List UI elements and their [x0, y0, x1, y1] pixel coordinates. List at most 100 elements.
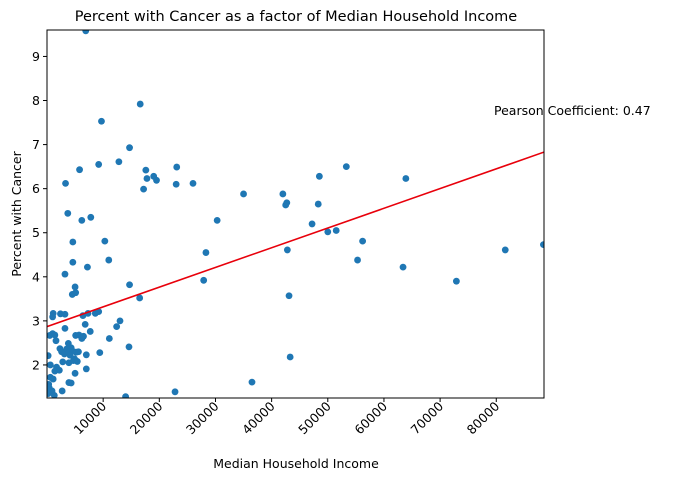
data-point [143, 175, 151, 182]
data-point [47, 390, 52, 397]
data-point [75, 348, 82, 356]
data-point [67, 379, 75, 387]
data-point [279, 190, 287, 198]
data-point [125, 343, 133, 351]
x-tick-label: 60000 [351, 398, 390, 437]
data-point [95, 308, 103, 316]
x-tick-label: 30000 [183, 398, 222, 437]
data-point [113, 323, 121, 330]
y-tick-label: 5 [32, 225, 40, 240]
data-point [283, 246, 291, 254]
data-point [140, 185, 147, 193]
x-axis: 10000 20000 30000 40000 50000 60000 70000 80000 [71, 398, 503, 437]
data-point [76, 166, 83, 174]
pearson-annotation: Pearson Coefficient: 0.47 [494, 103, 651, 118]
data-point [116, 317, 124, 325]
data-point [324, 228, 332, 236]
y-tick-label: 9 [32, 49, 40, 64]
y-axis: 2 3 4 5 6 7 8 9 [32, 49, 47, 372]
data-point [62, 179, 69, 187]
data-point [189, 179, 197, 187]
data-point [96, 349, 104, 357]
regression-line [47, 151, 544, 328]
data-point [126, 281, 133, 289]
data-point [171, 388, 179, 396]
y-tick-label: 8 [32, 93, 40, 108]
data-point [315, 172, 323, 180]
data-point [50, 391, 58, 398]
plot-area [47, 30, 544, 398]
x-tick-label: 20000 [127, 398, 166, 437]
data-point [95, 161, 103, 168]
data-point [69, 258, 77, 266]
data-point [136, 100, 144, 108]
data-point [98, 117, 105, 125]
data-point [200, 276, 208, 284]
data-point [49, 313, 57, 321]
data-point [136, 294, 144, 302]
y-tick-label: 2 [32, 357, 40, 372]
data-point [61, 270, 69, 278]
data-point [285, 292, 293, 300]
data-point [501, 246, 509, 254]
data-point [540, 241, 544, 249]
data-point [55, 366, 63, 374]
data-point [105, 256, 113, 264]
data-point [105, 335, 113, 342]
data-point [47, 361, 54, 369]
data-point [101, 237, 109, 245]
y-tick-label: 3 [32, 313, 40, 328]
data-point [80, 332, 87, 340]
data-point [86, 328, 94, 335]
data-point [354, 256, 361, 264]
x-tick-label: 80000 [464, 398, 503, 437]
data-point [64, 209, 72, 217]
data-point [82, 30, 90, 35]
data-point [71, 283, 79, 291]
data-point [47, 352, 52, 360]
data-point [314, 200, 322, 208]
data-point [359, 237, 367, 245]
data-point [402, 175, 410, 182]
data-point [78, 216, 86, 224]
data-point [153, 176, 160, 184]
y-axis-label: Percent with Cancer [9, 150, 24, 276]
y-tick-label: 7 [32, 137, 40, 152]
data-point [51, 331, 59, 339]
data-point [399, 263, 407, 271]
data-point [342, 163, 350, 171]
data-point [59, 358, 67, 366]
x-axis-label: Median Household Income [213, 456, 379, 471]
data-point [115, 158, 123, 166]
data-point [283, 199, 291, 207]
data-point [71, 369, 79, 377]
data-point [452, 277, 460, 285]
y-tick-label: 6 [32, 181, 40, 196]
chart-title: Percent with Cancer as a factor of Media… [75, 9, 518, 25]
data-point [82, 351, 90, 359]
data-point [122, 393, 130, 398]
data-point [68, 291, 76, 298]
data-point [61, 310, 69, 318]
data-point [240, 190, 247, 198]
data-point [82, 365, 90, 373]
data-point [73, 358, 81, 365]
data-point [213, 216, 221, 224]
x-tick-label: 10000 [71, 398, 110, 437]
data-point [173, 163, 181, 171]
data-point [84, 263, 91, 271]
data-point [248, 378, 256, 386]
data-point [61, 324, 69, 332]
data-point [69, 238, 77, 246]
data-point [87, 213, 95, 221]
data-point [286, 353, 294, 361]
data-point [332, 227, 340, 234]
x-tick-label: 40000 [239, 398, 278, 437]
data-point [126, 144, 133, 152]
data-point [81, 321, 89, 328]
x-tick-label: 70000 [408, 398, 447, 437]
data-point [202, 249, 210, 256]
x-tick-label: 50000 [295, 398, 334, 437]
plot-frame [46, 29, 545, 399]
